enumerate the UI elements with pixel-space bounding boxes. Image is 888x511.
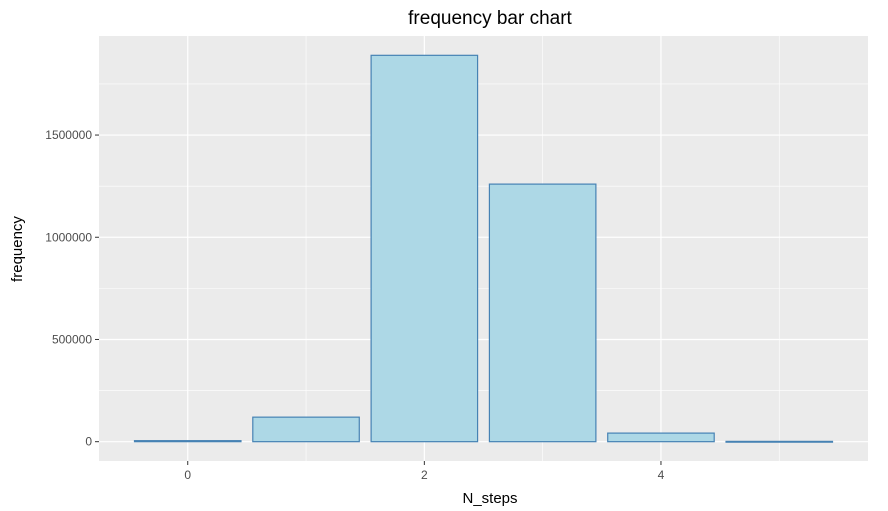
chart-title: frequency bar chart <box>408 8 572 29</box>
x-tick-label: 2 <box>421 468 428 482</box>
y-tick-label: 500000 <box>52 332 92 346</box>
plot-panel <box>99 36 868 461</box>
x-axis-title: N_steps <box>462 490 517 507</box>
bar-5 <box>725 440 834 443</box>
y-tick-label: 1500000 <box>45 128 92 142</box>
bar-1 <box>252 416 360 443</box>
bar-4 <box>607 432 715 443</box>
x-tick-label: 4 <box>658 468 665 482</box>
y-axis-title: frequency <box>9 216 26 282</box>
y-tick-label: 0 <box>85 435 92 449</box>
y-tick-label: 1000000 <box>45 230 92 244</box>
x-tick-label: 0 <box>184 468 191 482</box>
x-axis-ticks: 0 2 4 <box>184 461 665 482</box>
y-axis-ticks: 0 500000 1000000 1500000 <box>45 128 99 449</box>
bars <box>133 54 834 443</box>
bar-3 <box>488 183 597 443</box>
bar-2 <box>370 54 479 443</box>
bar-0 <box>133 440 242 443</box>
